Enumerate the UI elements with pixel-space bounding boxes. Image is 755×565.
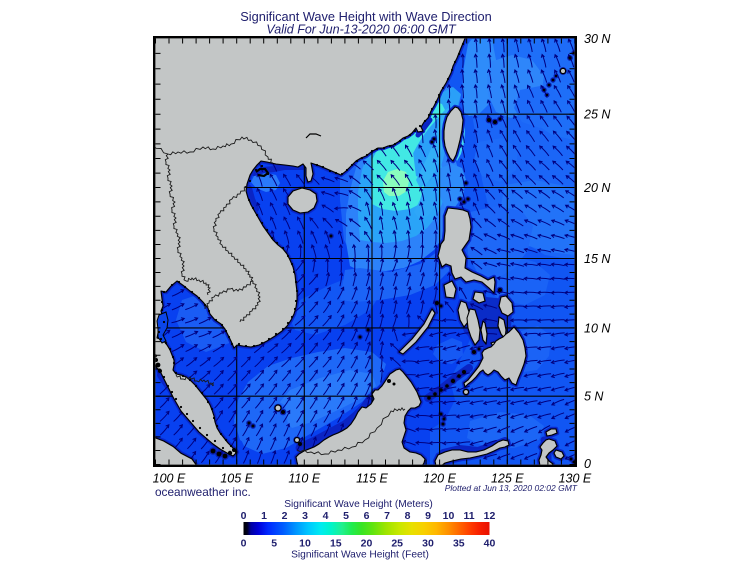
svg-text:0: 0 — [241, 538, 247, 550]
svg-text:0: 0 — [584, 457, 591, 471]
svg-text:3: 3 — [302, 510, 308, 522]
svg-text:100 E: 100 E — [153, 472, 186, 486]
svg-text:5: 5 — [271, 538, 277, 550]
svg-text:5 N: 5 N — [584, 390, 604, 404]
svg-text:15 N: 15 N — [584, 252, 611, 266]
svg-text:120 E: 120 E — [423, 472, 456, 486]
svg-text:6: 6 — [364, 510, 370, 522]
svg-text:10: 10 — [299, 538, 311, 550]
svg-text:Significant Wave Height (Feet): Significant Wave Height (Feet) — [291, 550, 429, 561]
svg-text:30 N: 30 N — [584, 32, 611, 46]
svg-text:35: 35 — [453, 538, 465, 550]
svg-text:7: 7 — [384, 510, 390, 522]
svg-text:oceanweather inc.: oceanweather inc. — [155, 485, 251, 499]
svg-text:4: 4 — [323, 510, 329, 522]
svg-text:40: 40 — [484, 538, 496, 550]
svg-text:10: 10 — [443, 510, 455, 522]
svg-text:10 N: 10 N — [584, 321, 611, 335]
svg-text:115 E: 115 E — [356, 472, 388, 486]
svg-text:0: 0 — [241, 510, 247, 522]
svg-text:Plotted at Jun 13, 2020 02:02: Plotted at Jun 13, 2020 02:02 GMT — [445, 483, 578, 493]
svg-text:Significant Wave Height with W: Significant Wave Height with Wave Direct… — [240, 9, 492, 24]
svg-text:110 E: 110 E — [288, 472, 320, 486]
svg-text:1: 1 — [261, 510, 267, 522]
svg-text:20: 20 — [361, 538, 373, 550]
svg-text:Valid For Jun-13-2020 06:00 GM: Valid For Jun-13-2020 06:00 GMT — [266, 23, 457, 37]
svg-text:105 E: 105 E — [220, 472, 253, 486]
svg-text:125 E: 125 E — [491, 472, 524, 486]
svg-text:8: 8 — [405, 510, 411, 522]
svg-text:15: 15 — [330, 538, 342, 550]
svg-text:Significant Wave Height (Meter: Significant Wave Height (Meters) — [284, 499, 433, 510]
svg-text:20 N: 20 N — [583, 181, 611, 195]
svg-text:30: 30 — [422, 538, 434, 550]
svg-text:11: 11 — [463, 510, 474, 522]
svg-text:9: 9 — [425, 510, 431, 522]
svg-text:2: 2 — [282, 510, 288, 522]
svg-text:12: 12 — [484, 510, 496, 522]
svg-text:130 E: 130 E — [559, 472, 592, 486]
svg-text:25 N: 25 N — [583, 108, 611, 122]
svg-text:25: 25 — [391, 538, 403, 550]
svg-text:5: 5 — [343, 510, 349, 522]
